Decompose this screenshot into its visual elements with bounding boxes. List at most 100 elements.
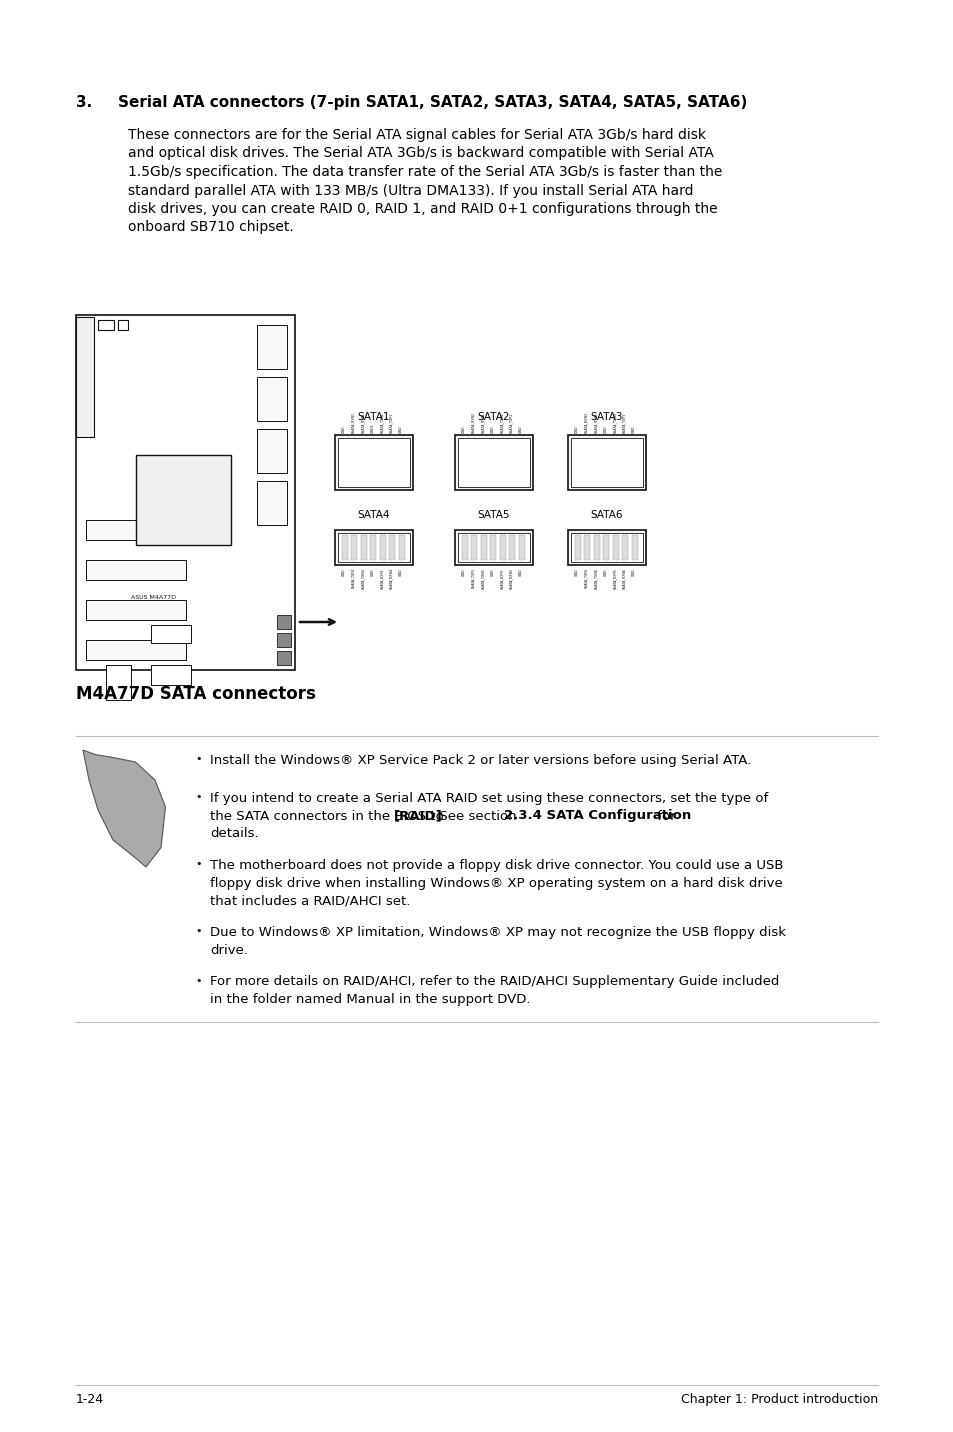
Polygon shape — [83, 750, 165, 866]
Bar — [455, 530, 533, 566]
Text: •: • — [194, 859, 201, 869]
Text: Install the Windows® XP Service Pack 2 or later versions before using Serial ATA: Install the Windows® XP Service Pack 2 o… — [210, 755, 750, 768]
Bar — [480, 536, 486, 560]
Text: GND: GND — [490, 569, 494, 576]
Bar — [457, 533, 530, 561]
Text: GND: GND — [341, 425, 346, 432]
Text: ASUS M4A77D: ASUS M4A77D — [131, 596, 175, 600]
Text: GND: GND — [341, 569, 346, 576]
Text: GND: GND — [575, 425, 578, 432]
Text: GND: GND — [518, 425, 522, 432]
Text: •: • — [194, 975, 201, 985]
Text: 1.5Gb/s specification. The data transfer rate of the Serial ATA 3Gb/s is faster : 1.5Gb/s specification. The data transfer… — [128, 165, 721, 179]
Text: [RAID]: [RAID] — [394, 809, 442, 822]
Text: floppy disk drive when installing Windows® XP operating system on a hard disk dr: floppy disk drive when installing Window… — [210, 876, 781, 889]
Bar — [490, 536, 496, 560]
Text: SATA5: SATA5 — [477, 510, 510, 520]
Text: GND1: GND1 — [370, 424, 375, 432]
Bar — [76, 315, 294, 670]
Bar — [461, 536, 468, 560]
Bar — [499, 536, 505, 560]
Bar — [276, 614, 291, 629]
Bar — [603, 536, 609, 560]
Text: GND: GND — [461, 569, 465, 576]
Text: SATA4: SATA4 — [357, 510, 390, 520]
Bar — [379, 536, 386, 560]
Bar — [276, 633, 291, 647]
Text: RSATA_RXN3: RSATA_RXN3 — [584, 412, 588, 432]
Text: 1-24: 1-24 — [76, 1393, 104, 1406]
Bar — [471, 536, 477, 560]
Text: The motherboard does not provide a floppy disk drive connector. You could use a : The motherboard does not provide a flopp… — [210, 859, 782, 872]
Text: for: for — [653, 809, 675, 822]
Text: RSATA_RXN2: RSATA_RXN2 — [471, 412, 475, 432]
Text: SATA6: SATA6 — [590, 510, 622, 520]
Text: in the folder named Manual in the support DVD.: in the folder named Manual in the suppor… — [210, 992, 530, 1007]
Text: •: • — [194, 755, 201, 765]
Bar — [455, 435, 533, 490]
Text: •: • — [194, 927, 201, 937]
Text: RSATA_TXN6: RSATA_TXN6 — [594, 569, 598, 589]
Text: RSATA_TXP6: RSATA_TXP6 — [584, 569, 588, 589]
Text: RSATA_RXP6: RSATA_RXP6 — [613, 569, 617, 589]
Bar — [256, 430, 287, 473]
Text: SATA3: SATA3 — [590, 412, 622, 422]
Text: RSATA_TXP1: RSATA_TXP1 — [389, 412, 393, 432]
Bar — [151, 624, 191, 643]
Text: and optical disk drives. The Serial ATA 3Gb/s is backward compatible with Serial: and optical disk drives. The Serial ATA … — [128, 146, 713, 160]
Bar — [398, 536, 405, 560]
Text: onboard SB710 chipset.: onboard SB710 chipset. — [128, 221, 294, 235]
Text: For more details on RAID/AHCI, refer to the RAID/AHCI Supplementary Guide includ: For more details on RAID/AHCI, refer to … — [210, 975, 779, 988]
Text: drive.: drive. — [210, 944, 248, 957]
Bar — [151, 664, 191, 684]
Bar — [86, 520, 186, 540]
Bar — [571, 438, 642, 487]
Text: Serial ATA connectors (7-pin SATA1, SATA2, SATA3, SATA4, SATA5, SATA6): Serial ATA connectors (7-pin SATA1, SATA… — [118, 95, 746, 110]
Text: •: • — [194, 792, 201, 802]
Text: RSATA_RXP5: RSATA_RXP5 — [499, 569, 503, 589]
Text: GND: GND — [461, 425, 465, 432]
Text: GND: GND — [518, 569, 522, 576]
Bar — [509, 536, 515, 560]
Bar — [335, 530, 413, 566]
Text: RSATA_RXP2: RSATA_RXP2 — [480, 412, 484, 432]
Bar — [76, 316, 94, 437]
Bar — [337, 438, 410, 487]
Text: GND: GND — [603, 425, 607, 432]
Bar — [256, 325, 287, 369]
Bar — [622, 536, 628, 560]
Text: RSATA_TXN2: RSATA_TXN2 — [499, 412, 503, 432]
Bar — [106, 664, 131, 700]
Text: RSATA_RXN4: RSATA_RXN4 — [389, 569, 393, 589]
Text: If you intend to create a Serial ATA RAID set using these connectors, set the ty: If you intend to create a Serial ATA RAI… — [210, 792, 767, 805]
Text: SATA1: SATA1 — [357, 412, 390, 422]
Bar — [86, 560, 186, 580]
Text: GND: GND — [631, 425, 636, 432]
Text: M4A77D SATA connectors: M4A77D SATA connectors — [76, 684, 315, 703]
Text: RSATA_TXN4: RSATA_TXN4 — [360, 569, 365, 589]
Text: 2.3.4 SATA Configuration: 2.3.4 SATA Configuration — [504, 809, 691, 822]
Text: GND: GND — [603, 569, 607, 576]
Text: These connectors are for the Serial ATA signal cables for Serial ATA 3Gb/s hard : These connectors are for the Serial ATA … — [128, 127, 705, 142]
Text: GND: GND — [631, 569, 636, 576]
Text: RSATA_TXP3: RSATA_TXP3 — [622, 412, 626, 432]
Bar — [584, 536, 590, 560]
Bar — [567, 435, 645, 490]
Text: SATA2: SATA2 — [477, 412, 510, 422]
Bar — [594, 536, 599, 560]
Text: GND: GND — [398, 569, 402, 576]
Text: standard parallel ATA with 133 MB/s (Ultra DMA133). If you install Serial ATA ha: standard parallel ATA with 133 MB/s (Ult… — [128, 183, 693, 198]
Bar — [86, 640, 186, 660]
Bar — [567, 530, 645, 566]
Bar — [389, 536, 395, 560]
Text: that includes a RAID/AHCI set.: that includes a RAID/AHCI set. — [210, 894, 410, 906]
Bar — [370, 536, 376, 560]
Text: RSATA_RXN5: RSATA_RXN5 — [509, 569, 513, 589]
Bar — [457, 438, 530, 487]
Bar — [351, 536, 357, 560]
Bar — [337, 533, 410, 561]
Text: the SATA connectors in the BIOS to: the SATA connectors in the BIOS to — [210, 809, 448, 822]
Bar — [341, 536, 348, 560]
Bar — [335, 435, 413, 490]
Text: RSATA_TXP4: RSATA_TXP4 — [351, 569, 355, 589]
